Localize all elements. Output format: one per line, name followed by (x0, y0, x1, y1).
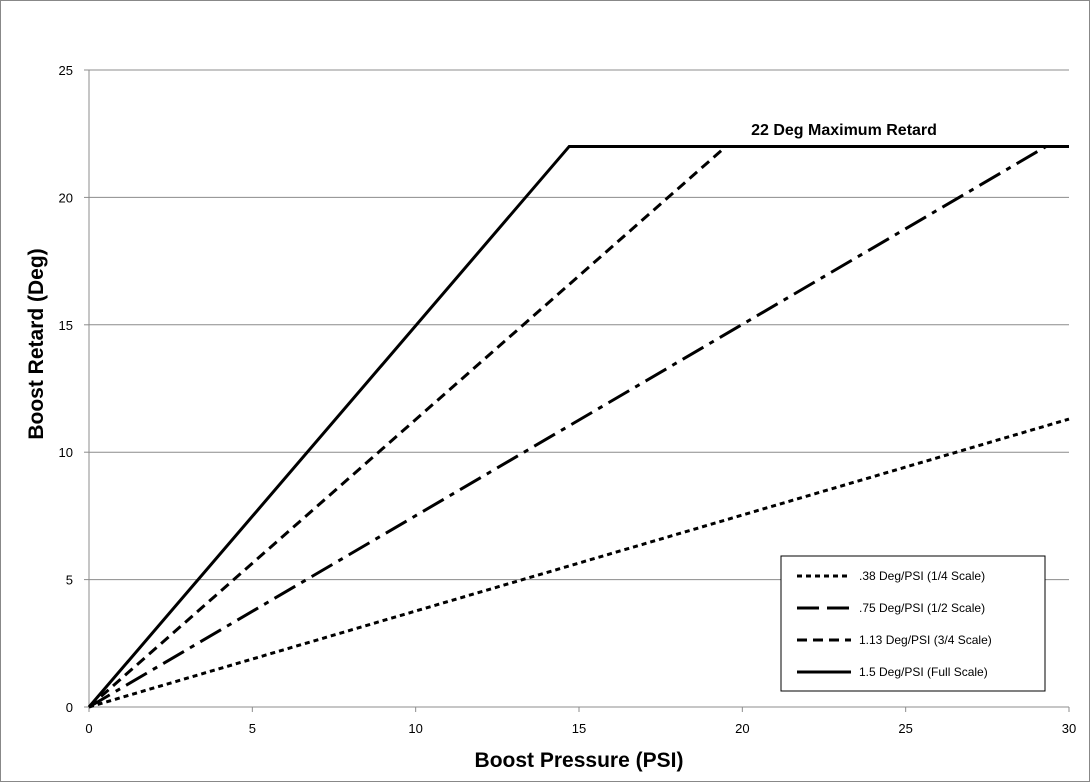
y-tick-label-10: 10 (59, 445, 73, 460)
series-line-4 (87, 144, 1069, 708)
y-tick-label-20: 20 (59, 190, 73, 205)
y-tick-label-15: 15 (59, 318, 73, 333)
legend-label-2: .75 Deg/PSI (1/2 Scale) (859, 601, 985, 615)
legend-label-1: .38 Deg/PSI (1/4 Scale) (859, 569, 985, 583)
legend-label-3: 1.13 Deg/PSI (3/4 Scale) (859, 633, 992, 647)
y-axis-title: Boost Retard (Deg) (25, 248, 48, 439)
axes: 0 5 10 15 20 25 0 5 10 15 20 25 30 (59, 63, 1077, 736)
x-tick-label-0: 0 (85, 721, 92, 736)
y-tick-label-0: 0 (66, 700, 73, 715)
legend-label-4: 1.5 Deg/PSI (Full Scale) (859, 665, 988, 679)
legend: .38 Deg/PSI (1/4 Scale) .75 Deg/PSI (1/2 … (780, 555, 1046, 692)
y-tick-label-25: 25 (59, 63, 73, 78)
legend-items: .38 Deg/PSI (1/4 Scale) .75 Deg/PSI (1/2 … (797, 569, 992, 679)
x-tick-label-10: 10 (408, 721, 422, 736)
max-retard-annotation: 22 Deg Maximum Retard (751, 122, 937, 139)
x-tick-label-25: 25 (898, 721, 912, 736)
legend-box (780, 555, 1046, 692)
x-tick-label-30: 30 (1062, 721, 1076, 736)
x-tick-label-20: 20 (735, 721, 749, 736)
y-tick-label-5: 5 (66, 573, 73, 588)
x-tick-label-15: 15 (572, 721, 586, 736)
x-axis-title: Boost Pressure (PSI) (475, 749, 684, 772)
x-tick-label-5: 5 (249, 721, 256, 736)
series-lines (87, 144, 1070, 709)
